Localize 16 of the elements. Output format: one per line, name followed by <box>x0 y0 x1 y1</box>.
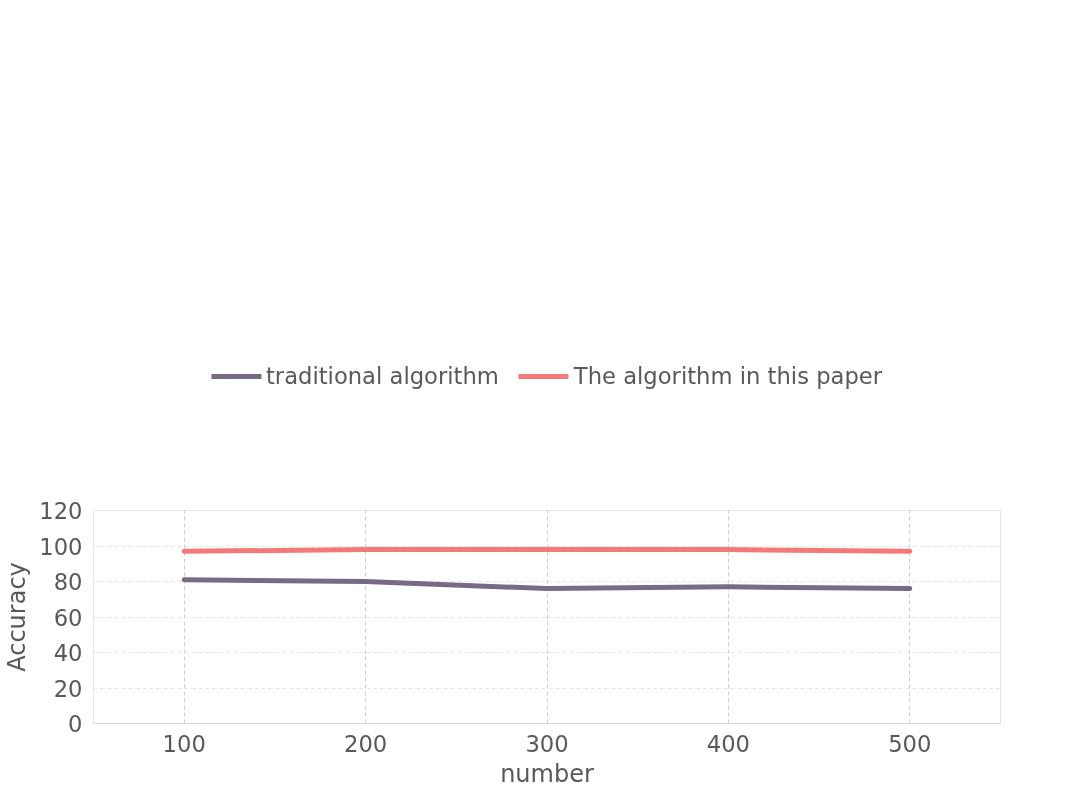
x-tick-label: 200 <box>343 730 388 757</box>
x-tick-label: 300 <box>525 730 569 757</box>
y-tick-label: 20 <box>53 675 83 702</box>
legend-label: The algorithm in this paper <box>573 363 883 389</box>
x-tick-label: 400 <box>706 730 751 757</box>
y-axis-title: Accuracy <box>3 562 32 672</box>
legend-label: traditional algorithm <box>265 363 499 389</box>
x-tick-label: 100 <box>162 730 206 757</box>
y-tick-label: 60 <box>53 604 83 631</box>
x-axis-title: number <box>500 759 594 788</box>
x-tick-label: 500 <box>888 730 932 757</box>
y-tick-label: 120 <box>39 498 83 524</box>
y-tick-label: 0 <box>68 711 83 737</box>
y-tick-label: 100 <box>39 533 83 560</box>
y-tick-label: 40 <box>53 640 83 666</box>
y-tick-label: 80 <box>53 569 83 595</box>
